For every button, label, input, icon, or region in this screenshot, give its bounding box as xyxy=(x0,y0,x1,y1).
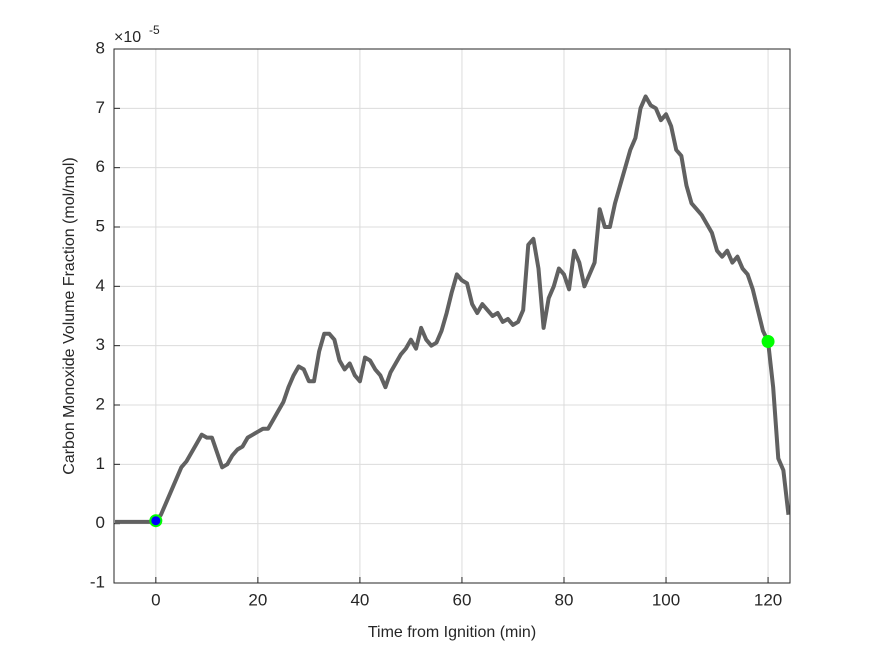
y-axis-label: Carbon Monoxide Volume Fraction (mol/mol… xyxy=(61,157,78,474)
y-tick-label: 8 xyxy=(96,38,105,57)
x-tick-label: 0 xyxy=(151,590,160,609)
x-tick-label: 80 xyxy=(555,590,574,609)
x-tick-label: 20 xyxy=(248,590,267,609)
exponent-base: ×10 xyxy=(114,29,141,46)
y-tick-label: 1 xyxy=(96,454,105,473)
axes-box xyxy=(113,48,791,584)
y-tick-label: 6 xyxy=(96,157,105,176)
y-tick-label: 0 xyxy=(96,513,105,532)
y-tick-label: 4 xyxy=(96,276,105,295)
exponent: -5 xyxy=(149,23,160,37)
y-tick-label: 7 xyxy=(96,98,105,117)
event-marker xyxy=(761,335,775,349)
plot-area xyxy=(114,49,790,583)
x-axis-label: Time from Ignition (min) xyxy=(368,624,536,641)
x-tick-label: 120 xyxy=(754,590,782,609)
y-tick-label: 5 xyxy=(96,216,105,235)
y-tick-label: 3 xyxy=(96,335,105,354)
y-tick-label: 2 xyxy=(96,394,105,413)
x-tick-label: 100 xyxy=(652,590,680,609)
x-tick-label: 60 xyxy=(452,590,471,609)
event-marker xyxy=(151,516,161,526)
y-tick-label: -1 xyxy=(90,572,105,591)
x-tick-label: 40 xyxy=(350,590,369,609)
data-line xyxy=(115,94,791,524)
